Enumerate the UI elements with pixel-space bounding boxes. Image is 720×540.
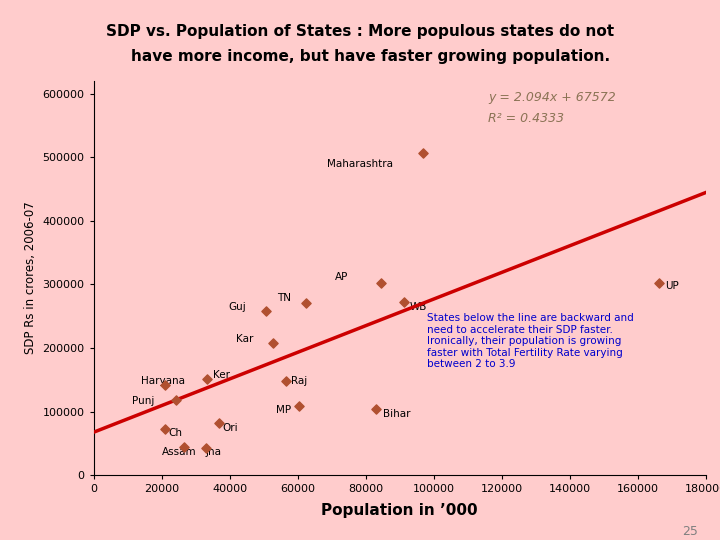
Text: WB: WB bbox=[410, 302, 427, 312]
Text: UP: UP bbox=[665, 281, 678, 291]
Text: Ker: Ker bbox=[212, 370, 230, 380]
Point bbox=[260, 307, 271, 315]
Text: AP: AP bbox=[336, 272, 348, 282]
Text: SDP vs. Population of States : More populous states do not: SDP vs. Population of States : More popu… bbox=[106, 24, 614, 39]
Point bbox=[293, 402, 305, 410]
Point bbox=[653, 279, 665, 288]
Text: have more income, but have faster growing population.: have more income, but have faster growin… bbox=[110, 49, 610, 64]
Point bbox=[179, 443, 190, 451]
X-axis label: Population in ’000: Population in ’000 bbox=[321, 503, 478, 517]
Point bbox=[398, 298, 410, 307]
Text: Haryana: Haryana bbox=[141, 376, 185, 386]
Point bbox=[202, 375, 213, 383]
Text: Ch: Ch bbox=[168, 428, 182, 438]
Point bbox=[370, 405, 382, 414]
Point bbox=[268, 339, 279, 348]
Text: Jha: Jha bbox=[206, 447, 222, 457]
Point bbox=[213, 418, 225, 427]
Text: States below the line are backward and
need to accelerate their SDP faster.
Iron: States below the line are backward and n… bbox=[427, 313, 634, 369]
Text: Maharashtra: Maharashtra bbox=[327, 159, 393, 168]
Text: Bihar: Bihar bbox=[382, 409, 410, 419]
Text: 25: 25 bbox=[683, 524, 698, 538]
Point bbox=[171, 396, 182, 404]
Y-axis label: SDP Rs in crores, 2006-07: SDP Rs in crores, 2006-07 bbox=[24, 202, 37, 354]
Point bbox=[280, 376, 292, 385]
Text: Kar: Kar bbox=[236, 334, 253, 344]
Point bbox=[159, 424, 171, 433]
Text: R² = 0.4333: R² = 0.4333 bbox=[488, 112, 564, 125]
Text: Raj: Raj bbox=[291, 376, 307, 386]
Point bbox=[300, 299, 312, 308]
Text: Guj: Guj bbox=[229, 302, 246, 312]
Text: Ori: Ori bbox=[222, 422, 238, 433]
Point bbox=[160, 381, 171, 389]
Text: y = 2.094x + 67572: y = 2.094x + 67572 bbox=[488, 91, 616, 104]
Text: Assam: Assam bbox=[161, 447, 197, 457]
Text: TN: TN bbox=[276, 293, 291, 303]
Text: MP: MP bbox=[276, 406, 291, 415]
Point bbox=[200, 443, 212, 452]
Text: Punj: Punj bbox=[132, 396, 155, 406]
Point bbox=[376, 278, 387, 287]
Point bbox=[417, 148, 428, 157]
